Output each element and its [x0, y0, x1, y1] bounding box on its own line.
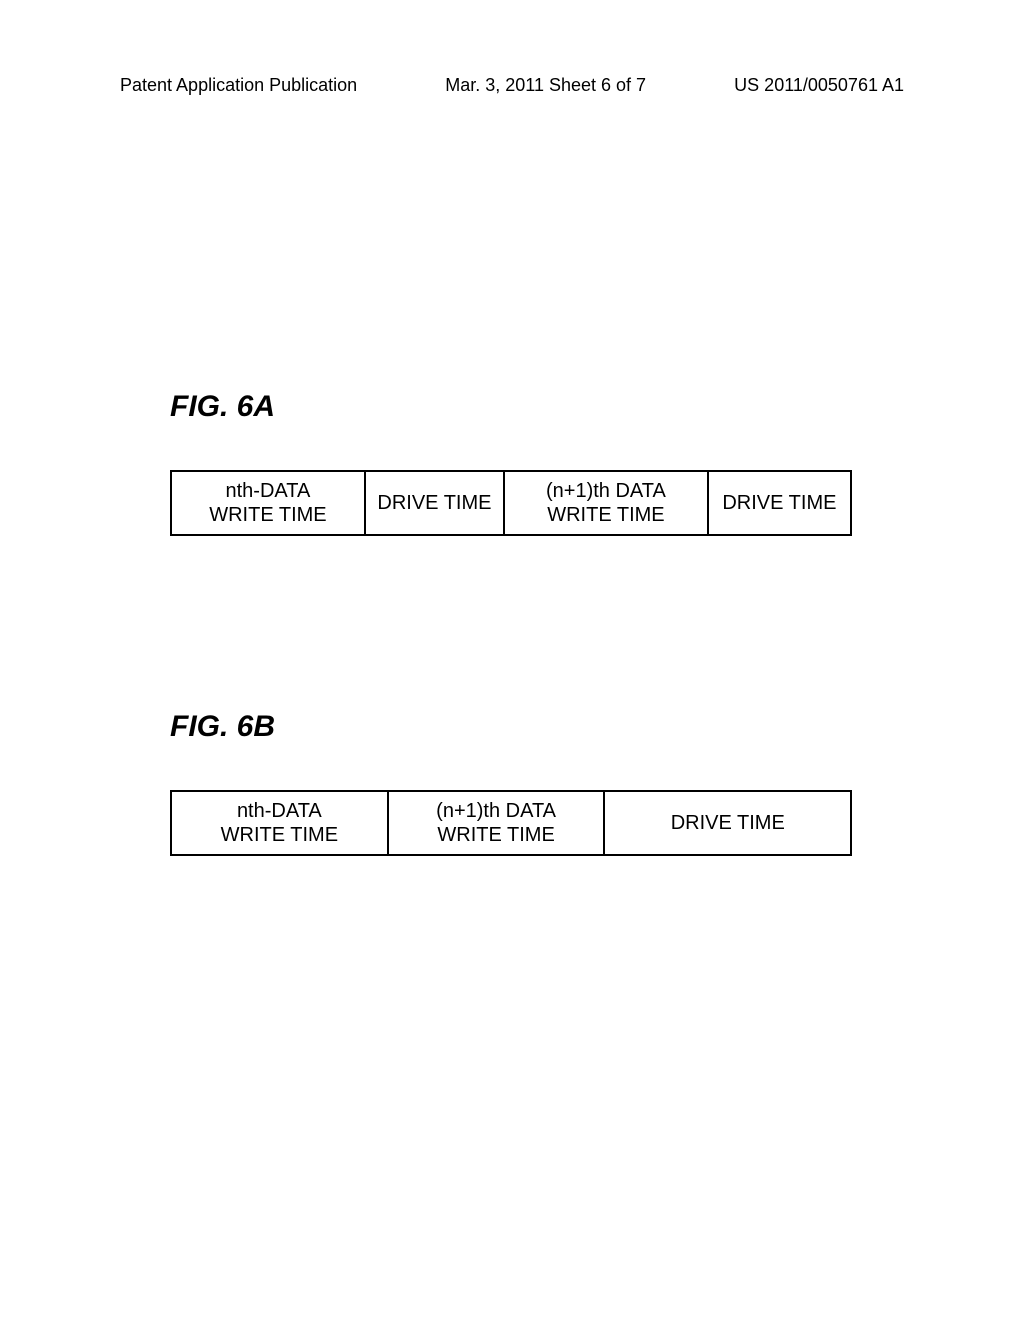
- cell-line1: (n+1)th DATA: [436, 799, 556, 823]
- cell-line2: WRITE TIME: [221, 823, 338, 847]
- table-cell: nth-DATA WRITE TIME: [172, 792, 389, 854]
- table-cell: DRIVE TIME: [709, 472, 850, 534]
- cell-line2: WRITE TIME: [547, 503, 664, 527]
- cell-line1: nth-DATA: [226, 479, 311, 503]
- header-right: US 2011/0050761 A1: [734, 75, 904, 96]
- page-header: Patent Application Publication Mar. 3, 2…: [0, 75, 1024, 96]
- table-cell: (n+1)th DATA WRITE TIME: [505, 472, 709, 534]
- table-cell: nth-DATA WRITE TIME: [172, 472, 366, 534]
- figure-6a-table: nth-DATA WRITE TIME DRIVE TIME (n+1)th D…: [170, 470, 852, 536]
- figure-6b-label: FIG. 6B: [170, 710, 275, 744]
- cell-line1: DRIVE TIME: [377, 491, 491, 515]
- figure-6a-label: FIG. 6A: [170, 390, 275, 424]
- header-left: Patent Application Publication: [120, 75, 357, 96]
- table-cell: DRIVE TIME: [605, 792, 850, 854]
- cell-line2: WRITE TIME: [437, 823, 554, 847]
- table-cell: DRIVE TIME: [366, 472, 505, 534]
- cell-line1: (n+1)th DATA: [546, 479, 666, 503]
- cell-line1: DRIVE TIME: [722, 491, 836, 515]
- cell-line1: nth-DATA: [237, 799, 322, 823]
- header-center: Mar. 3, 2011 Sheet 6 of 7: [445, 75, 646, 96]
- table-cell: (n+1)th DATA WRITE TIME: [389, 792, 606, 854]
- cell-line2: WRITE TIME: [209, 503, 326, 527]
- figure-6b-table: nth-DATA WRITE TIME (n+1)th DATA WRITE T…: [170, 790, 852, 856]
- cell-line1: DRIVE TIME: [671, 811, 785, 835]
